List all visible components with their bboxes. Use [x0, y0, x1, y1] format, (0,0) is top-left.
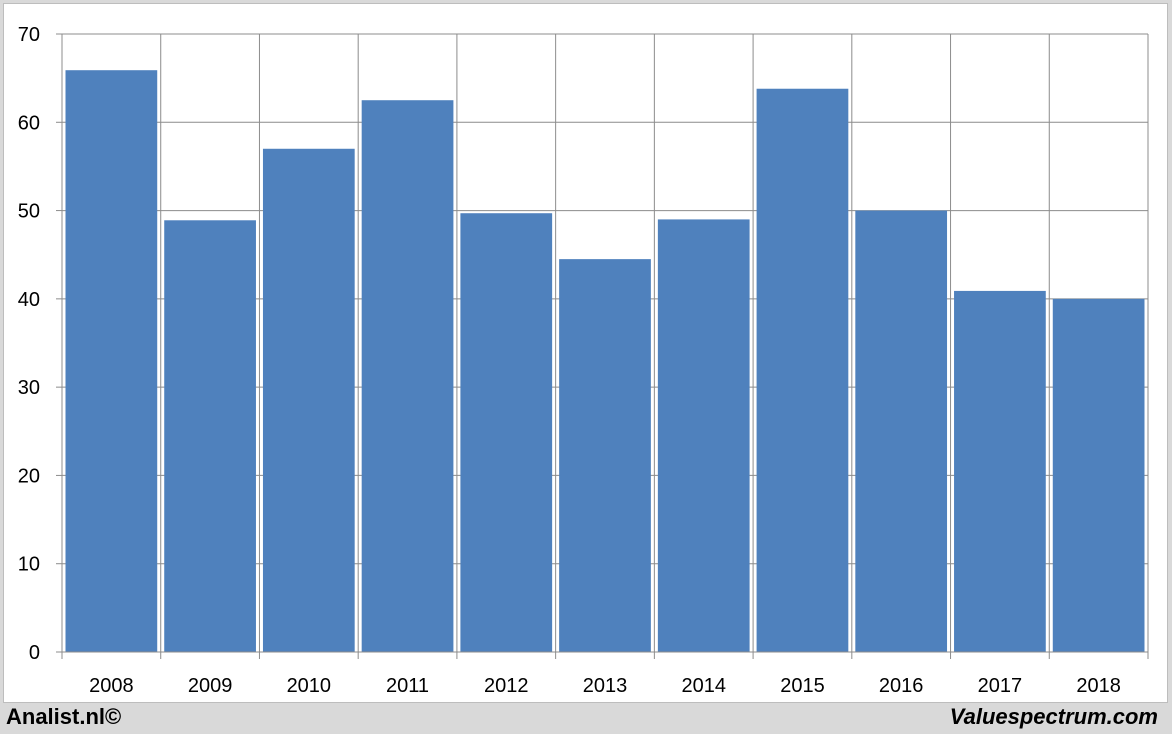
bar-2016: [855, 210, 948, 653]
bar-chart: 0 10 20 30 40 50 60 70 2008 2009 2010 2011 2012 2013…: [18, 24, 1149, 697]
y-tick-label: 20: [18, 465, 40, 487]
x-tick-label: 2015: [780, 675, 825, 697]
x-tick-label: 2016: [879, 675, 924, 697]
bar-2018: [1052, 298, 1145, 652]
axes: [56, 33, 1149, 659]
bar-2012: [460, 213, 553, 652]
footer-source-right: Valuespectrum.com: [949, 704, 1158, 729]
y-tick-label: 60: [18, 112, 40, 134]
y-tick-label: 10: [18, 554, 40, 576]
bar-2015: [756, 88, 849, 653]
x-tick-label: 2014: [681, 675, 726, 697]
y-tick-label: 30: [18, 377, 40, 399]
y-tick-label: 70: [18, 24, 40, 46]
x-tick-label: 2013: [583, 675, 628, 697]
bar-2009: [164, 220, 256, 653]
bar-2013: [559, 259, 651, 652]
x-tick-labels: 2008 2009 2010 2011 2012 2013 2014 2015 2016 2017…: [89, 675, 1121, 697]
x-tick-label: 2012: [484, 675, 529, 697]
footer-source-left: Analist.nl©: [6, 704, 122, 729]
bar-2017: [954, 290, 1046, 652]
bar-2014: [657, 219, 750, 652]
bar-2008: [65, 70, 158, 652]
y-tick-label: 40: [18, 289, 40, 311]
bar-2011: [361, 100, 454, 652]
y-tick-label: 50: [18, 201, 40, 223]
x-tick-label: 2009: [188, 675, 233, 697]
x-tick-label: 2017: [978, 675, 1023, 697]
x-tick-label: 2018: [1076, 675, 1121, 697]
bars: [65, 70, 1145, 653]
bar-2010: [262, 148, 355, 652]
x-tick-label: 2011: [386, 675, 429, 697]
y-tick-label: 0: [29, 642, 40, 664]
y-tick-labels: 0 10 20 30 40 50 60 70: [18, 24, 40, 664]
x-tick-label: 2010: [287, 675, 332, 697]
x-tick-label: 2008: [89, 675, 134, 697]
